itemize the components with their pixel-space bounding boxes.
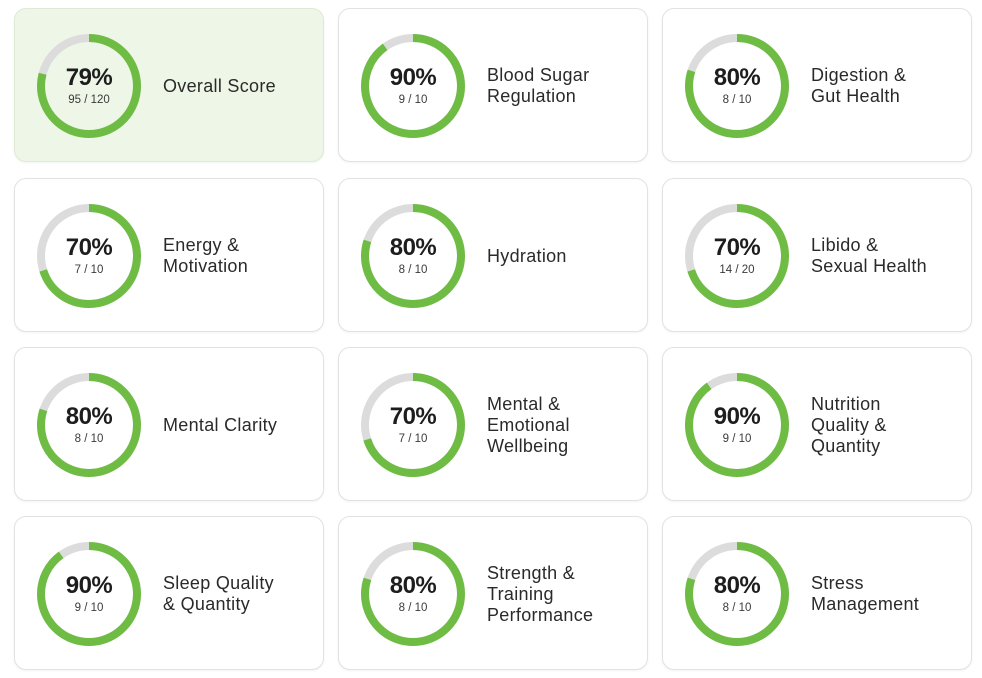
score-percent: 80% <box>65 402 113 430</box>
score-ratio: 9 / 10 <box>722 432 752 445</box>
card-label: Hydration <box>487 245 567 266</box>
card-mental-emotional-wellbeing[interactable]: 70% 7 / 10 Mental & Emotional Wellbeing <box>338 347 648 501</box>
progress-ring: 80% 8 / 10 <box>683 32 791 140</box>
card-label: Blood Sugar Regulation <box>487 65 590 106</box>
score-ratio: 7 / 10 <box>74 263 104 276</box>
progress-ring: 90% 9 / 10 <box>683 371 791 479</box>
score-percent: 80% <box>389 571 437 599</box>
score-percent: 80% <box>713 63 761 91</box>
progress-ring: 80% 8 / 10 <box>35 371 143 479</box>
card-label: Nutrition Quality & Quantity <box>811 393 887 456</box>
card-overall-score[interactable]: 79% 95 / 120 Overall Score <box>14 8 324 162</box>
card-energy-motivation[interactable]: 70% 7 / 10 Energy & Motivation <box>14 178 324 332</box>
score-ratio: 9 / 10 <box>74 601 104 614</box>
score-ratio: 14 / 20 <box>719 263 755 276</box>
score-ratio: 7 / 10 <box>398 432 428 445</box>
card-stress-management[interactable]: 80% 8 / 10 Stress Management <box>662 516 972 670</box>
progress-ring: 70% 7 / 10 <box>359 371 467 479</box>
score-ratio: 8 / 10 <box>398 601 428 614</box>
card-label: Strength & Training Performance <box>487 562 594 625</box>
card-sleep-quality-quantity[interactable]: 90% 9 / 10 Sleep Quality & Quantity <box>14 516 324 670</box>
score-percent: 90% <box>713 402 761 430</box>
progress-ring: 80% 8 / 10 <box>359 540 467 648</box>
card-label: Libido & Sexual Health <box>811 235 927 276</box>
progress-ring: 70% 7 / 10 <box>35 202 143 310</box>
score-ratio: 8 / 10 <box>398 263 428 276</box>
card-blood-sugar-regulation[interactable]: 90% 9 / 10 Blood Sugar Regulation <box>338 8 648 162</box>
progress-ring: 90% 9 / 10 <box>359 32 467 140</box>
score-percent: 70% <box>713 233 761 261</box>
score-ratio: 8 / 10 <box>722 601 752 614</box>
score-ratio: 9 / 10 <box>398 93 428 106</box>
card-label: Mental & Emotional Wellbeing <box>487 393 570 456</box>
card-strength-training-performance[interactable]: 80% 8 / 10 Strength & Training Performan… <box>338 516 648 670</box>
progress-ring: 90% 9 / 10 <box>35 540 143 648</box>
score-ratio: 8 / 10 <box>74 432 104 445</box>
score-percent: 70% <box>389 402 437 430</box>
progress-ring: 70% 14 / 20 <box>683 202 791 310</box>
card-label: Stress Management <box>811 573 920 614</box>
card-mental-clarity[interactable]: 80% 8 / 10 Mental Clarity <box>14 347 324 501</box>
progress-ring: 80% 8 / 10 <box>683 540 791 648</box>
progress-ring: 79% 95 / 120 <box>35 32 143 140</box>
card-label: Digestion & Gut Health <box>811 65 907 106</box>
score-ratio: 95 / 120 <box>68 93 110 106</box>
card-label: Mental Clarity <box>163 414 278 435</box>
card-nutrition-quality-quantity[interactable]: 90% 9 / 10 Nutrition Quality & Quantity <box>662 347 972 501</box>
card-libido-sexual-health[interactable]: 70% 14 / 20 Libido & Sexual Health <box>662 178 972 332</box>
score-percent: 90% <box>389 63 437 91</box>
progress-ring: 80% 8 / 10 <box>359 202 467 310</box>
score-percent: 70% <box>65 233 113 261</box>
card-digestion-gut-health[interactable]: 80% 8 / 10 Digestion & Gut Health <box>662 8 972 162</box>
score-percent: 80% <box>713 571 761 599</box>
card-label: Overall Score <box>163 75 276 96</box>
card-hydration[interactable]: 80% 8 / 10 Hydration <box>338 178 648 332</box>
card-label: Energy & Motivation <box>163 235 249 276</box>
score-percent: 80% <box>389 233 437 261</box>
card-label: Sleep Quality & Quantity <box>163 573 274 614</box>
score-percent: 79% <box>65 63 113 91</box>
score-percent: 90% <box>65 571 113 599</box>
score-ratio: 8 / 10 <box>722 93 752 106</box>
